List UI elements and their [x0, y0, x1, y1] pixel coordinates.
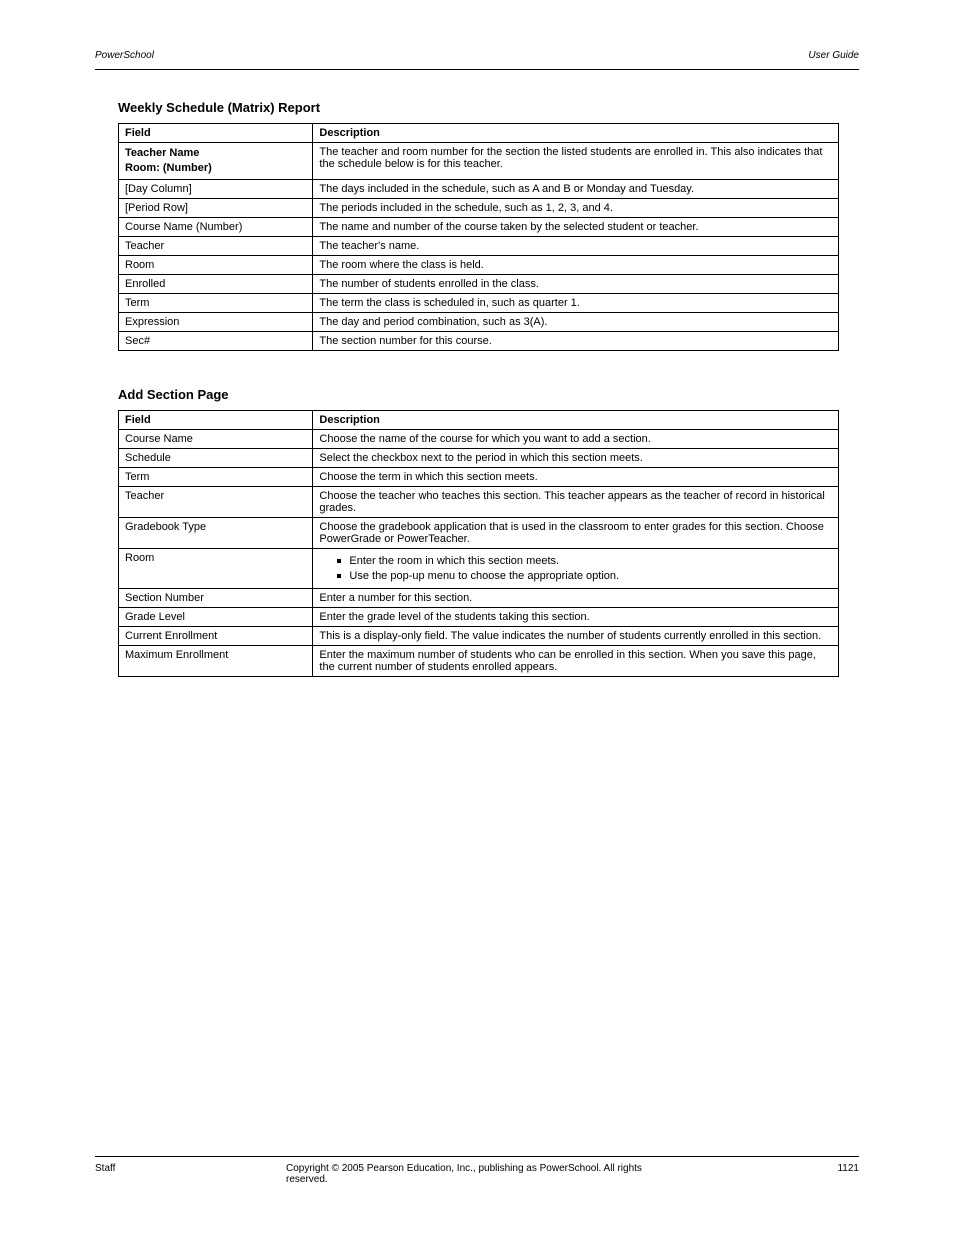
table-cell: Enter the maximum number of students who… — [313, 646, 839, 677]
table-cell: The teacher and room number for the sect… — [313, 143, 839, 180]
table-row: Current Enrollment This is a display-onl… — [119, 627, 839, 646]
table-header-row: Field Description — [119, 124, 839, 143]
table-row: Term Choose the term in which this secti… — [119, 467, 839, 486]
column-header: Description — [313, 124, 839, 143]
table-row: Term The term the class is scheduled in,… — [119, 293, 839, 312]
bullet-item: Enter the room in which this section mee… — [337, 554, 832, 569]
table-cell: The section number for this course. — [313, 331, 839, 350]
page-footer: Staff Copyright © 2005 Pearson Education… — [95, 1156, 859, 1163]
cell-text-bold: Room: (Number) — [125, 162, 212, 174]
table-cell: Course Name (Number) — [119, 217, 313, 236]
table-cell: The number of students enrolled in the c… — [313, 274, 839, 293]
table-cell: Teacher — [119, 236, 313, 255]
table-row: Sec# The section number for this course. — [119, 331, 839, 350]
page: PowerSchool User Guide Weekly Schedule (… — [0, 0, 954, 1235]
table-cell: Room — [119, 548, 313, 589]
table-row: Course Name Choose the name of the cours… — [119, 429, 839, 448]
table-cell: Maximum Enrollment — [119, 646, 313, 677]
table-cell: Term — [119, 293, 313, 312]
table-cell: Enrolled — [119, 274, 313, 293]
table-cell: Teacher — [119, 486, 313, 517]
table-title-2: Add Section Page — [118, 387, 839, 402]
table-row: [Period Row] The periods included in the… — [119, 198, 839, 217]
table-cell: Select the checkbox next to the period i… — [313, 448, 839, 467]
column-header: Field — [119, 410, 313, 429]
table-row: Room The room where the class is held. — [119, 255, 839, 274]
table-cell: Course Name — [119, 429, 313, 448]
column-header: Field — [119, 124, 313, 143]
table-cell: The term the class is scheduled in, such… — [313, 293, 839, 312]
table-cell: [Period Row] — [119, 198, 313, 217]
table-cell: This is a display-only field. The value … — [313, 627, 839, 646]
bullet-item: Use the pop-up menu to choose the approp… — [337, 569, 832, 584]
bullet-list: Enter the room in which this section mee… — [337, 554, 832, 584]
table-header-row: Field Description — [119, 410, 839, 429]
table-cell: Choose the teacher who teaches this sect… — [313, 486, 839, 517]
weekly-schedule-table: Field Description Teacher Name Room: (Nu… — [118, 123, 839, 351]
table-cell: Choose the name of the course for which … — [313, 429, 839, 448]
table-cell: Enter a number for this section. — [313, 589, 839, 608]
table-cell: Section Number — [119, 589, 313, 608]
table-cell: Teacher Name Room: (Number) — [119, 143, 313, 180]
table-cell: The periods included in the schedule, su… — [313, 198, 839, 217]
table-row: [Day Column] The days included in the sc… — [119, 179, 839, 198]
footer-right-text: 1121 — [837, 1163, 859, 1174]
table-row: Section Number Enter a number for this s… — [119, 589, 839, 608]
table-row: Gradebook Type Choose the gradebook appl… — [119, 517, 839, 548]
table-row: Teacher The teacher's name. — [119, 236, 839, 255]
table-title-1: Weekly Schedule (Matrix) Report — [118, 100, 839, 115]
table-row: Teacher Name Room: (Number) The teacher … — [119, 143, 839, 180]
table-cell: Choose the term in which this section me… — [313, 467, 839, 486]
table-cell: Schedule — [119, 448, 313, 467]
table-row: Teacher Choose the teacher who teaches t… — [119, 486, 839, 517]
page-content: Weekly Schedule (Matrix) Report Field De… — [118, 100, 839, 713]
table-cell: Room — [119, 255, 313, 274]
cell-text-bold: Teacher Name — [125, 147, 199, 159]
table-row: Maximum Enrollment Enter the maximum num… — [119, 646, 839, 677]
table-cell: Current Enrollment — [119, 627, 313, 646]
table-cell: Enter the room in which this section mee… — [313, 548, 839, 589]
table-cell: The name and number of the course taken … — [313, 217, 839, 236]
add-section-table: Field Description Course Name Choose the… — [118, 410, 839, 678]
page-header: PowerSchool User Guide — [95, 42, 859, 70]
table-row: Room Enter the room in which this sectio… — [119, 548, 839, 589]
table-row: Expression The day and period combinatio… — [119, 312, 839, 331]
footer-left-text: Staff — [95, 1163, 115, 1174]
table-cell: Expression — [119, 312, 313, 331]
table-cell: Term — [119, 467, 313, 486]
table-cell: Gradebook Type — [119, 517, 313, 548]
table-cell: The teacher's name. — [313, 236, 839, 255]
footer-center-text: Copyright © 2005 Pearson Education, Inc.… — [286, 1163, 668, 1185]
header-left-text: PowerSchool — [95, 50, 154, 61]
table-cell: The room where the class is held. — [313, 255, 839, 274]
table-row: Schedule Select the checkbox next to the… — [119, 448, 839, 467]
header-right-text: User Guide — [808, 50, 859, 61]
table-cell: Grade Level — [119, 608, 313, 627]
table-cell: Choose the gradebook application that is… — [313, 517, 839, 548]
table-row: Enrolled The number of students enrolled… — [119, 274, 839, 293]
table-row: Grade Level Enter the grade level of the… — [119, 608, 839, 627]
table-cell: The day and period combination, such as … — [313, 312, 839, 331]
table-cell: The days included in the schedule, such … — [313, 179, 839, 198]
column-header: Description — [313, 410, 839, 429]
table-cell: Sec# — [119, 331, 313, 350]
table-row: Course Name (Number) The name and number… — [119, 217, 839, 236]
table-cell: [Day Column] — [119, 179, 313, 198]
table-cell: Enter the grade level of the students ta… — [313, 608, 839, 627]
